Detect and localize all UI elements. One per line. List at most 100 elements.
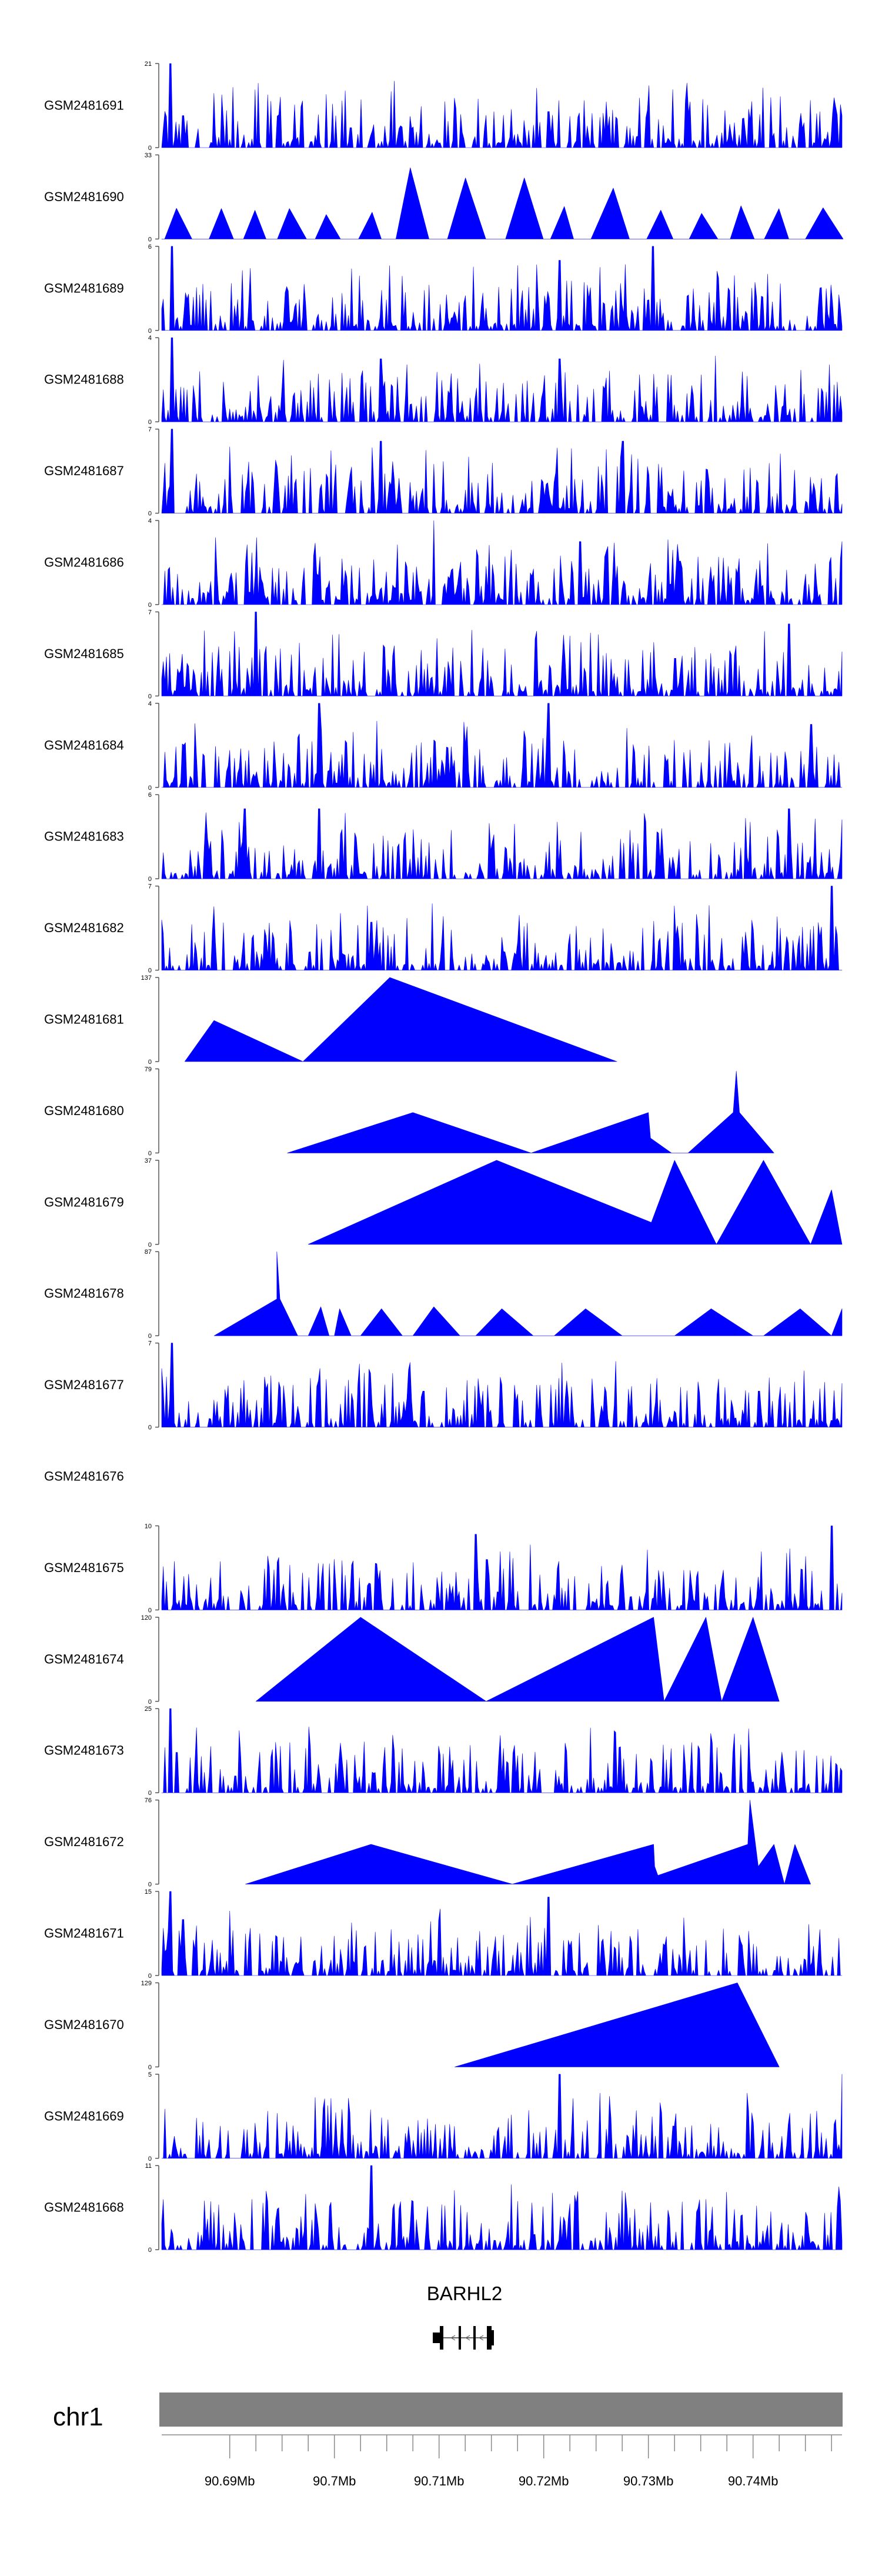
track-label: GSM2481686 [44,555,124,570]
track-gsm2481675: GSM2481675 10 0 [44,1523,843,1614]
y-axis-max-label: 7 [148,426,152,433]
y-axis-max-label: 6 [148,243,152,251]
y-axis-zero-label: 0 [148,1242,152,1249]
coverage-area [245,1800,811,1884]
coverage-area [161,808,843,879]
coverage-area [213,1251,843,1336]
y-axis-max-label: 7 [148,1340,152,1347]
track-gsm2481688: GSM2481688 4 0 [44,335,843,426]
gene-exon [459,2326,461,2350]
coverage-area [161,337,843,422]
track-gsm2481689: GSM2481689 6 0 [44,243,843,335]
genome-axis: chr1 90.69Mb 90.7Mb 90.71Mb 90.72Mb 90.73Mb 9… [53,2393,843,2488]
x-tick-label: 90.71Mb [414,2474,465,2488]
x-tick-label: 90.7Mb [313,2474,356,2488]
y-axis-max-label: 129 [141,1980,152,1987]
track-label: GSM2481690 [44,189,124,204]
y-axis-zero-label: 0 [148,967,152,975]
coverage-area [255,1617,780,1702]
track-label: GSM2481685 [44,646,124,661]
y-axis-max-label: 120 [141,1614,152,1621]
y-axis-zero-label: 0 [148,1059,152,1066]
track-gsm2481681: GSM2481681 137 0 [44,975,617,1066]
y-axis-zero-label: 0 [148,876,152,883]
track-label: GSM2481677 [44,1377,124,1392]
y-axis-max-label: 4 [148,335,152,342]
y-axis-zero-label: 0 [148,328,152,335]
y-axis-max-label: 137 [141,975,152,982]
coverage-area [161,2074,843,2159]
y-axis-zero-label: 0 [148,602,152,609]
y-axis-max-label: 33 [145,152,152,159]
track-gsm2481672: GSM2481672 76 0 [44,1797,811,1888]
y-axis-max-label: 7 [148,883,152,890]
track-gsm2481683: GSM2481683 6 0 [44,792,843,883]
y-axis-max-label: 10 [145,1523,152,1530]
track-gsm2481687: GSM2481687 7 0 [44,426,843,518]
coverage-area [161,520,843,605]
y-axis-max-label: 76 [145,1797,152,1804]
track-label: GSM2481676 [44,1469,124,1484]
gene-exon [433,2333,440,2343]
track-label: GSM2481674 [44,1651,124,1666]
y-axis-max-label: 4 [148,700,152,708]
coverage-area [161,1708,843,1793]
y-axis-zero-label: 0 [148,1333,152,1340]
chromosome-bar [159,2393,843,2427]
y-axis-zero-label: 0 [148,2064,152,2071]
y-axis-zero-label: 0 [148,1881,152,1888]
track-label: GSM2481681 [44,1012,124,1027]
y-axis-max-label: 37 [145,1157,152,1164]
track-label: GSM2481670 [44,2017,124,2032]
y-axis-zero-label: 0 [148,145,152,152]
coverage-area [161,612,843,696]
track-gsm2481679: GSM2481679 37 0 [44,1157,843,1249]
track-label: GSM2481688 [44,372,124,387]
chromosome-label: chr1 [53,2403,103,2431]
x-tick-label: 90.73Mb [623,2474,674,2488]
track-label: GSM2481680 [44,1103,124,1118]
track-gsm2481682: GSM2481682 7 0 [44,883,843,975]
y-axis-max-label: 25 [145,1706,152,1713]
track-label: GSM2481673 [44,1743,124,1758]
track-label: GSM2481684 [44,738,124,752]
coverage-area [161,167,844,239]
y-axis-zero-label: 0 [148,2155,152,2163]
y-axis-max-label: 5 [148,2071,152,2078]
track-label: GSM2481683 [44,829,124,844]
track-gsm2481684: GSM2481684 4 0 [44,700,843,792]
track-gsm2481670: GSM2481670 129 0 [44,1980,780,2071]
track-label: GSM2481668 [44,2200,124,2215]
strand-arrow [478,2335,484,2341]
track-label: GSM2481678 [44,1286,124,1301]
track-label: GSM2481689 [44,281,124,295]
track-label: GSM2481691 [44,98,124,113]
track-gsm2481686: GSM2481686 4 0 [44,518,843,609]
track-gsm2481676: GSM2481676 [44,1469,124,1484]
y-axis-zero-label: 0 [148,1699,152,1706]
gene-label-barhl2: BARHL2 [427,2283,502,2304]
tracks-layer: GSM2481691210GSM2481690330GSM248168960GS… [44,61,844,2254]
y-axis-zero-label: 0 [148,1973,152,1980]
y-axis-max-label: 7 [148,609,152,616]
x-tick-label: 90.69Mb [205,2474,255,2488]
y-axis-zero-label: 0 [148,1424,152,1432]
coverage-area [161,429,843,513]
track-label: GSM2481675 [44,1560,124,1575]
y-axis-zero-label: 0 [148,236,152,243]
y-axis-zero-label: 0 [148,419,152,426]
coverage-area [161,1526,843,1610]
coverage-area [287,1070,774,1153]
track-gsm2481669: GSM2481669 5 0 [44,2071,843,2163]
gene-exon [473,2326,476,2350]
track-label: GSM2481671 [44,1926,124,1941]
track-label: GSM2481672 [44,1834,124,1849]
coverage-area [308,1160,843,1245]
track-gsm2481691: GSM2481691 21 0 [44,61,843,152]
track-gsm2481685: GSM2481685 7 0 [44,609,843,700]
track-gsm2481674: GSM2481674 120 0 [44,1614,780,1706]
y-axis-zero-label: 0 [148,510,152,518]
strand-arrow [465,2335,470,2341]
track-gsm2481680: GSM2481680 79 0 [44,1066,774,1157]
